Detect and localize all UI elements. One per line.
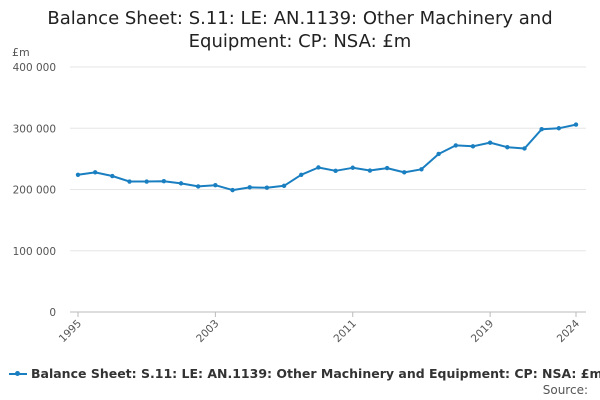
data-point[interactable]	[178, 181, 184, 186]
x-tick-label: 2003	[194, 318, 221, 345]
data-point[interactable]	[367, 168, 373, 173]
data-point[interactable]	[505, 145, 510, 150]
series-group	[75, 122, 579, 193]
data-point[interactable]	[453, 143, 458, 148]
data-point[interactable]	[264, 185, 270, 190]
x-tick-label: 2011	[331, 318, 358, 345]
data-point[interactable]	[247, 185, 252, 190]
gridlines	[70, 66, 586, 313]
data-point[interactable]	[110, 173, 115, 179]
source-label: Source:	[542, 383, 588, 397]
y-tick-label: 300 000	[13, 123, 56, 135]
legend-swatch-icon	[9, 370, 27, 376]
data-point[interactable]	[281, 183, 287, 189]
data-point[interactable]	[573, 122, 579, 127]
y-axis-label: £m	[12, 46, 30, 59]
data-point[interactable]	[384, 165, 390, 171]
data-point[interactable]	[230, 187, 235, 193]
y-tick-label: 0	[49, 307, 56, 319]
legend-label: Balance Sheet: S.11: LE: AN.1139: Other …	[31, 366, 600, 381]
data-point[interactable]	[402, 170, 407, 175]
data-point[interactable]	[213, 183, 218, 188]
x-tick-label: 2019	[469, 318, 496, 345]
chart-title-line-2: Equipment: CP: NSA: £m	[188, 31, 412, 52]
data-point[interactable]	[522, 146, 527, 151]
x-tick-label: 2024	[555, 317, 583, 345]
chart-title-line-1: Balance Sheet: S.11: LE: AN.1139: Other …	[47, 8, 553, 29]
y-axis-ticks: 0 100 000 200 000 300 000 400 000	[13, 62, 56, 319]
legend[interactable]: Balance Sheet: S.11: LE: AN.1139: Other …	[9, 366, 600, 381]
data-point[interactable]	[75, 172, 81, 177]
data-point[interactable]	[161, 179, 167, 184]
data-point[interactable]	[436, 151, 441, 157]
y-tick-label: 100 000	[13, 246, 56, 258]
y-tick-label: 200 000	[13, 185, 56, 197]
y-tick-label: 400 000	[13, 62, 56, 74]
data-point[interactable]	[419, 167, 424, 172]
data-point[interactable]	[196, 184, 201, 189]
data-point[interactable]	[487, 140, 493, 145]
x-axis-ticks: 1995 2003 2011 2019 2024	[57, 312, 583, 345]
data-point[interactable]	[350, 165, 355, 170]
data-point[interactable]	[127, 179, 132, 184]
x-tick-label: 1995	[57, 318, 84, 345]
data-point[interactable]	[92, 170, 98, 175]
series-line	[77, 123, 577, 192]
data-point[interactable]	[333, 168, 338, 174]
data-point[interactable]	[539, 126, 544, 132]
data-point[interactable]	[316, 165, 321, 170]
data-point[interactable]	[556, 126, 562, 131]
data-point[interactable]	[144, 179, 149, 184]
data-point[interactable]	[299, 172, 304, 177]
data-point[interactable]	[470, 144, 476, 149]
